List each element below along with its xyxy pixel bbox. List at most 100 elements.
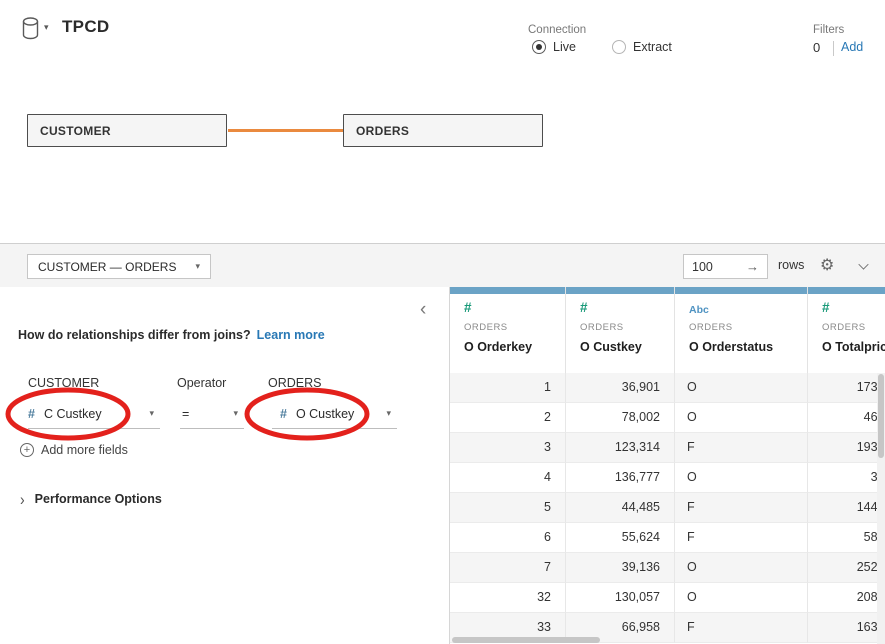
table-row: 32 130,057 O 208,6 [450, 583, 885, 613]
column-accent-bar [566, 287, 674, 294]
column-accent-bar [808, 287, 885, 294]
column-table-name: ORDERS [464, 322, 508, 333]
left-field-value: C Custkey [43, 406, 102, 421]
column-header-o-totalprice[interactable]: # ORDERS O Totalprice [808, 287, 885, 373]
chevron-down-icon: ▾ [149, 408, 154, 418]
table-row: 3 123,314 F 193,8 [450, 433, 885, 463]
grid-cell: 1 [450, 373, 566, 403]
text-type-icon: Abc [689, 304, 709, 316]
column-field-name: O Orderkey [464, 340, 533, 354]
relationship-selector-dropdown[interactable]: CUSTOMER — ORDERS ▾ [27, 254, 211, 279]
chevron-down-icon: ▾ [233, 408, 238, 418]
operator-dropdown[interactable]: = ▾ [180, 399, 244, 429]
grid-cell: O [675, 583, 808, 613]
add-more-fields-label: Add more fields [41, 443, 128, 457]
grid-cell: O [675, 373, 808, 403]
left-field-dropdown[interactable]: # C Custkey ▾ [28, 399, 160, 429]
chevron-down-icon: ▾ [195, 261, 200, 271]
learn-more-link[interactable]: Learn more [256, 328, 325, 342]
radio-extract-circle[interactable] [612, 40, 626, 54]
grid-cell: 193,8 [808, 433, 885, 463]
number-type-icon: # [822, 300, 830, 315]
column-header-o-orderstatus[interactable]: Abc ORDERS O Orderstatus [675, 287, 808, 373]
grid-toolbar: CUSTOMER — ORDERS ▾ 100 → rows ⚙ [0, 243, 885, 287]
rows-label: rows [778, 258, 805, 272]
canvas-table-orders[interactable]: ORDERS [343, 114, 543, 147]
database-menu-caret[interactable]: ▾ [44, 22, 49, 32]
column-accent-bar [450, 287, 565, 294]
right-table-column-label: ORDERS [268, 376, 322, 390]
grid-cell: 36,901 [566, 373, 675, 403]
apply-rows-arrow-icon[interactable]: → [746, 259, 759, 274]
column-header-o-orderkey[interactable]: # ORDERS O Orderkey [450, 287, 566, 373]
radio-live[interactable]: Live [532, 40, 576, 54]
grid-cell: 58,7 [808, 523, 885, 553]
grid-cell: 163,2 [808, 613, 885, 643]
relationship-connector-line[interactable] [228, 129, 343, 132]
canvas-table-customer[interactable]: CUSTOMER [27, 114, 227, 147]
toolbar-chevron-down-icon[interactable] [859, 259, 868, 268]
number-type-icon: # [580, 300, 588, 315]
rows-count-value[interactable]: 100 [692, 259, 713, 274]
grid-cell: 173,6 [808, 373, 885, 403]
chevron-right-icon: › [20, 489, 25, 509]
filters-add-link[interactable]: Add [841, 40, 864, 54]
collapse-panel-icon[interactable]: ‹ [420, 299, 427, 320]
question-text: How do relationships differ from joins? [18, 328, 251, 342]
table-row: 5 44,485 F 144,6 [450, 493, 885, 523]
grid-cell: 130,057 [566, 583, 675, 613]
grid-cell: 208,6 [808, 583, 885, 613]
grid-cell: 32 [450, 583, 566, 613]
grid-cell: 66,958 [566, 613, 675, 643]
plus-circle-icon [20, 443, 34, 457]
grid-cell: F [675, 613, 808, 643]
grid-cell: F [675, 433, 808, 463]
grid-cell: 44,485 [566, 493, 675, 523]
vertical-scrollbar[interactable] [877, 373, 885, 644]
relationship-selector-label: CUSTOMER — ORDERS [38, 259, 177, 274]
radio-live-label[interactable]: Live [553, 40, 576, 54]
column-field-name: O Custkey [580, 340, 642, 354]
grid-cell: O [675, 403, 808, 433]
number-field-icon: # [28, 406, 35, 421]
filters-section-label: Filters [813, 24, 845, 36]
radio-extract[interactable]: Extract [612, 40, 672, 54]
grid-cell: 6 [450, 523, 566, 553]
right-field-dropdown[interactable]: # O Custkey ▾ [272, 399, 397, 429]
chevron-down-icon: ▾ [386, 408, 391, 418]
datasource-header: ▾ TPCD Connection Live Extract Filters 0… [0, 0, 885, 243]
radio-live-circle[interactable] [532, 40, 546, 54]
grid-cell: F [675, 493, 808, 523]
grid-cell: 123,314 [566, 433, 675, 463]
relationship-edit-panel: ‹ How do relationships differ from joins… [0, 287, 450, 644]
performance-options-expander[interactable]: › Performance Options [20, 489, 162, 509]
grid-cell: 4 [450, 463, 566, 493]
grid-cell: 144,6 [808, 493, 885, 523]
column-table-name: ORDERS [822, 322, 866, 333]
grid-cell: 136,777 [566, 463, 675, 493]
grid-cell: O [675, 463, 808, 493]
grid-cell: 3 [450, 433, 566, 463]
grid-cell: 5 [450, 493, 566, 523]
database-icon[interactable] [22, 17, 39, 45]
column-header-o-custkey[interactable]: # ORDERS O Custkey [566, 287, 675, 373]
add-more-fields-button[interactable]: Add more fields [20, 443, 128, 457]
performance-options-label: Performance Options [34, 492, 162, 506]
operator-column-label: Operator [177, 376, 227, 390]
column-accent-bar [675, 287, 807, 294]
grid-cell: 7 [450, 553, 566, 583]
datasource-title[interactable]: TPCD [62, 17, 110, 36]
rows-count-input[interactable]: 100 → [683, 254, 768, 279]
horizontal-scrollbar-thumb[interactable] [452, 637, 600, 643]
table-row: 7 39,136 O 252,0 [450, 553, 885, 583]
radio-extract-label[interactable]: Extract [633, 40, 672, 54]
vertical-scrollbar-thumb[interactable] [878, 374, 884, 458]
grid-cell: 252,0 [808, 553, 885, 583]
grid-cell: 55,624 [566, 523, 675, 553]
gear-icon[interactable]: ⚙ [820, 257, 835, 274]
grid-cell: 39,136 [566, 553, 675, 583]
connection-section-label: Connection [528, 24, 587, 36]
